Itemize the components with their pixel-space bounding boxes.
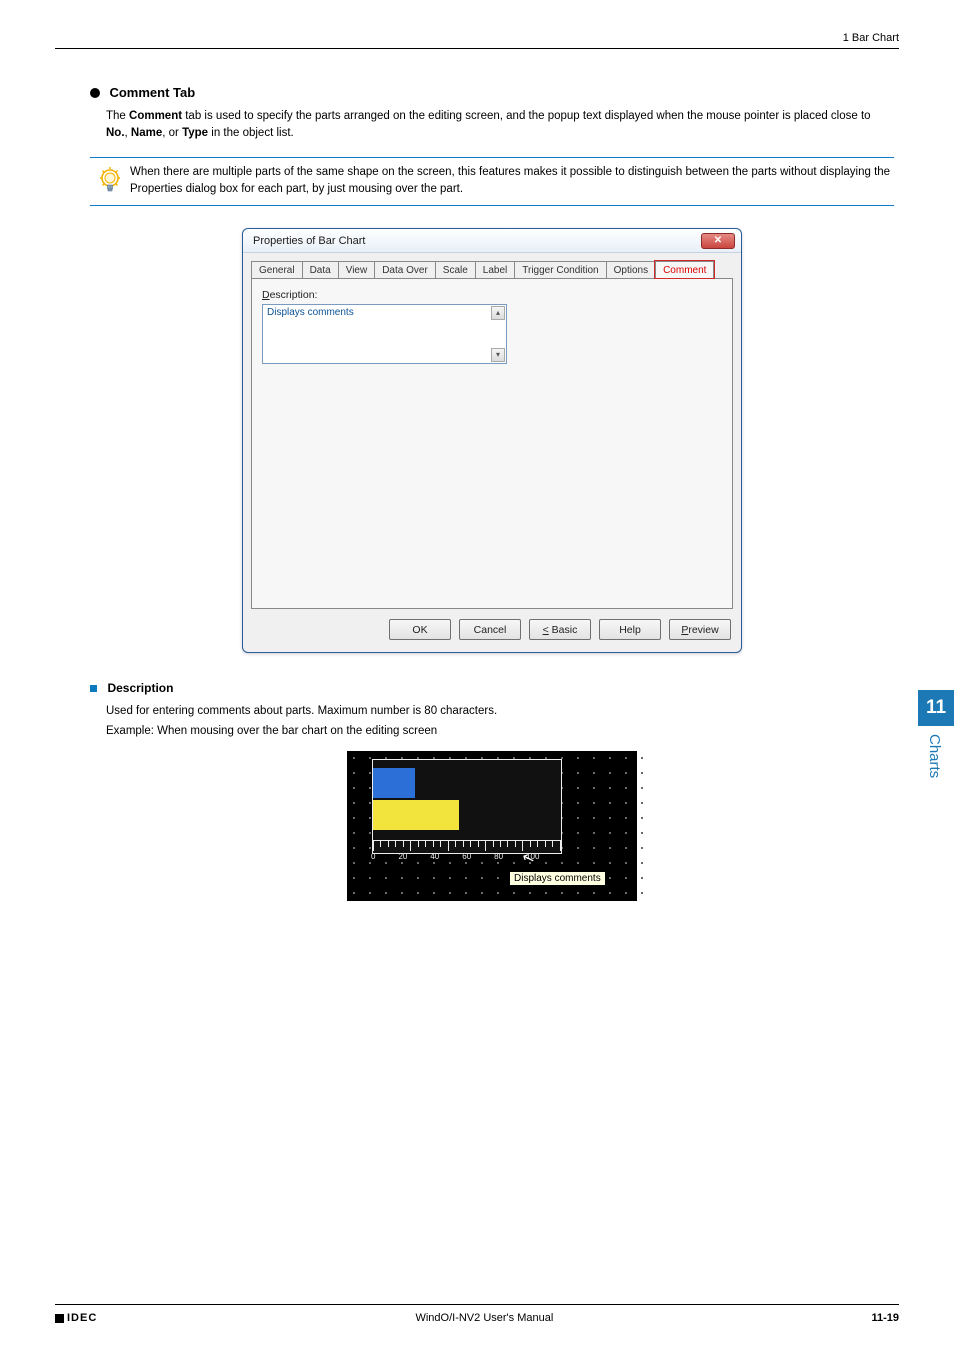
chart-bar-2 xyxy=(373,800,459,830)
tab-comment[interactable]: Comment xyxy=(655,261,714,278)
intro-paragraph: The Comment tab is used to specify the p… xyxy=(106,108,894,143)
idec-logo: IDEC xyxy=(55,1312,97,1324)
close-button[interactable]: ✕ xyxy=(701,233,735,249)
heading-strong: Comment xyxy=(109,85,169,100)
dialog-titlebar: Properties of Bar Chart ✕ xyxy=(243,229,741,253)
tab-trigger-condition[interactable]: Trigger Condition xyxy=(514,261,606,278)
description-textarea[interactable]: Displays comments ▴ ▾ xyxy=(262,304,507,364)
tick-label: 40 xyxy=(430,852,439,861)
tab-scale[interactable]: Scale xyxy=(435,261,476,278)
dialog-tabs: General Data View Data Over Scale Label … xyxy=(251,261,733,279)
tick-label: 60 xyxy=(462,852,471,861)
tab-data-over[interactable]: Data Over xyxy=(374,261,436,278)
bullet-icon xyxy=(90,88,100,98)
preview-button[interactable]: Preview xyxy=(669,619,731,640)
tick-label: 0 xyxy=(371,852,375,861)
tip-icon xyxy=(90,164,130,196)
page-footer: IDEC WindO/I-NV2 User's Manual 11-19 xyxy=(55,1304,899,1324)
tick-label: 80 xyxy=(494,852,503,861)
brand-text: IDEC xyxy=(67,1312,97,1324)
tab-data[interactable]: Data xyxy=(302,261,339,278)
tip-box: When there are multiple parts of the sam… xyxy=(90,157,894,207)
chart-bar-1 xyxy=(373,768,415,798)
tab-general[interactable]: General xyxy=(251,261,303,278)
description-line1: Used for entering comments about parts. … xyxy=(106,703,894,720)
bar-chart-preview: // decorative dots will be drawn below v… xyxy=(347,751,637,901)
dialog-title: Properties of Bar Chart xyxy=(253,235,366,247)
dialog-button-row: OK Cancel < Basic Help Preview xyxy=(243,609,741,652)
tab-label[interactable]: Label xyxy=(475,261,515,278)
chart-tooltip: Displays comments xyxy=(509,871,606,886)
manual-title: WindO/I-NV2 User's Manual xyxy=(415,1312,553,1324)
description-label: Description: xyxy=(262,289,722,301)
description-heading: Description xyxy=(107,681,173,695)
square-bullet-icon xyxy=(90,685,97,692)
scroll-down-button[interactable]: ▾ xyxy=(491,348,505,362)
side-tab: 11 Charts xyxy=(918,690,954,830)
basic-button[interactable]: < Basic xyxy=(529,619,591,640)
tab-view[interactable]: View xyxy=(338,261,376,278)
help-button[interactable]: Help xyxy=(599,619,661,640)
scroll-up-button[interactable]: ▴ xyxy=(491,306,505,320)
description-section: Description Used for entering comments a… xyxy=(90,679,894,901)
chart-frame xyxy=(372,759,562,854)
tab-options[interactable]: Options xyxy=(606,261,656,278)
chart-tick-labels: 020406080100 xyxy=(371,852,539,861)
description-line2: Example: When mousing over the bar chart… xyxy=(106,723,894,740)
chapter-label: Charts xyxy=(918,726,943,778)
ok-button[interactable]: OK xyxy=(389,619,451,640)
page-number: 11-19 xyxy=(871,1312,899,1324)
header-rule xyxy=(55,48,899,49)
chapter-number: 11 xyxy=(918,690,954,726)
header-chapter-ref: 1 Bar Chart xyxy=(843,32,899,44)
tip-text: When there are multiple parts of the sam… xyxy=(130,164,894,200)
logo-square-icon xyxy=(55,1314,64,1323)
heading-suffix: Tab xyxy=(169,85,195,100)
cancel-button[interactable]: Cancel xyxy=(459,619,521,640)
dialog-body: Description: document.querySelector('[da… xyxy=(251,279,733,609)
properties-dialog: Properties of Bar Chart ✕ General Data V… xyxy=(242,228,742,653)
section-heading: Comment Tab xyxy=(90,84,894,102)
tick-label: 20 xyxy=(398,852,407,861)
description-value: Displays comments xyxy=(267,307,354,318)
page-content: Comment Tab The Comment tab is used to s… xyxy=(90,84,894,901)
